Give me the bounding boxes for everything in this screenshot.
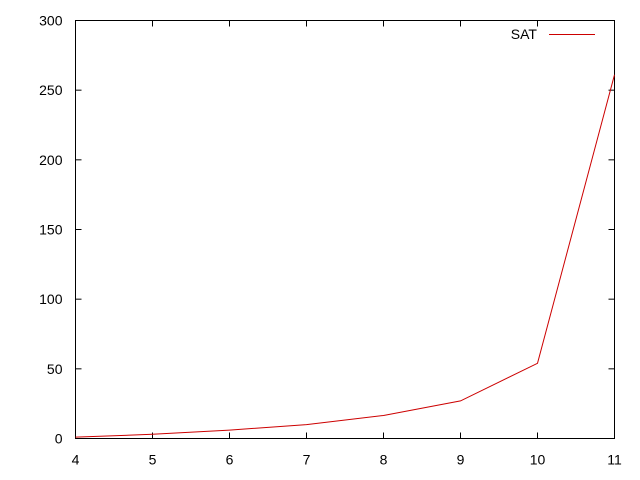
y-tick-label: 150 (39, 222, 63, 238)
x-tick-label: 8 (380, 452, 388, 468)
data-point (152, 434, 154, 436)
y-tick-label: 250 (39, 82, 63, 98)
series-layer (75, 74, 616, 438)
x-tick-label: 10 (530, 452, 546, 468)
y-tick-label: 50 (47, 361, 63, 377)
x-tick-label: 5 (149, 452, 157, 468)
x-axis: 4 5 6 7 8 9 10 11 (72, 20, 622, 468)
legend-label-sat: SAT (511, 26, 538, 42)
x-tick-label: 9 (457, 452, 465, 468)
data-point (383, 415, 385, 417)
data-point (460, 400, 462, 402)
data-point (614, 74, 616, 76)
legend: SAT (511, 26, 595, 42)
data-point (537, 362, 539, 364)
plot-frame (75, 20, 615, 439)
x-tick-label: 7 (303, 452, 311, 468)
y-tick-label: 100 (39, 291, 63, 307)
x-tick-label: 11 (607, 452, 622, 468)
x-tick-label: 6 (226, 452, 234, 468)
y-axis: 0 50 100 150 200 250 300 (39, 13, 615, 447)
data-point (75, 436, 77, 438)
y-tick-label: 300 (39, 13, 63, 29)
data-point (229, 429, 231, 431)
data-point (306, 424, 308, 426)
x-tick-label: 4 (72, 452, 80, 468)
y-tick-label: 0 (55, 431, 63, 447)
y-tick-label: 200 (39, 152, 63, 168)
series-line-sat (75, 74, 615, 438)
